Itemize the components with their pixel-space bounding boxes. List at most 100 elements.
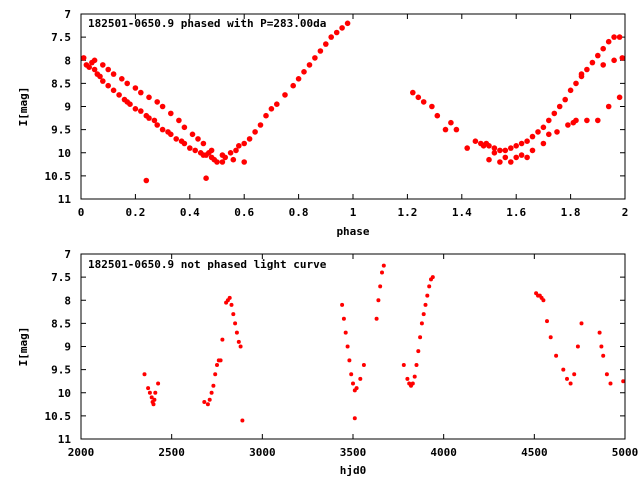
data-point	[214, 159, 220, 165]
data-point	[605, 103, 612, 110]
data-point	[412, 374, 417, 379]
x-tick-label: 0	[78, 206, 85, 219]
data-point	[146, 115, 152, 121]
data-point	[132, 106, 139, 112]
data-point	[127, 101, 133, 107]
data-point	[151, 117, 158, 124]
data-point	[295, 76, 302, 82]
data-point	[579, 321, 584, 326]
chart-title: 182501-0650.9 phased with P=283.00da	[88, 17, 326, 30]
x-tick-label: 0.4	[180, 206, 200, 219]
data-point	[149, 395, 154, 400]
x-tick-label: 4000	[430, 446, 457, 459]
data-point	[100, 62, 106, 68]
data-point	[153, 390, 158, 395]
y-tick-label: 9	[64, 341, 71, 354]
data-point	[173, 136, 179, 142]
data-point	[146, 94, 152, 101]
data-point	[100, 78, 106, 84]
data-point	[352, 416, 357, 421]
data-point	[545, 319, 549, 324]
data-point	[187, 145, 193, 151]
data-point	[421, 312, 426, 317]
data-point	[233, 147, 239, 154]
data-point	[425, 293, 430, 298]
y-tick-label: 11	[58, 433, 72, 446]
data-point	[597, 330, 602, 335]
data-point	[138, 89, 144, 96]
data-point	[601, 353, 606, 358]
data-point	[211, 383, 216, 388]
data-point	[442, 126, 449, 133]
data-point	[572, 372, 577, 377]
data-point	[105, 66, 111, 73]
data-point	[540, 124, 547, 131]
y-tick-label: 8.5	[51, 77, 71, 90]
x-tick-label: 4500	[521, 446, 548, 459]
data-point	[524, 154, 530, 161]
data-point	[524, 138, 530, 144]
data-point	[464, 145, 471, 151]
data-point	[410, 89, 416, 96]
data-point	[415, 94, 422, 101]
data-point	[608, 381, 613, 386]
x-tick-label: 3500	[340, 446, 367, 459]
data-point	[420, 99, 427, 105]
data-point	[306, 62, 313, 68]
x-tick-label: 5000	[612, 446, 639, 459]
data-point	[529, 147, 536, 154]
data-point	[233, 321, 238, 326]
data-point	[91, 66, 98, 73]
data-point	[508, 159, 514, 165]
data-point	[132, 85, 139, 91]
y-axis-label: I[mag]	[17, 327, 30, 367]
data-point	[605, 38, 612, 45]
y-tick-label: 10	[58, 147, 71, 160]
data-point	[116, 92, 122, 98]
plot-frame	[80, 13, 626, 200]
data-point	[548, 335, 553, 340]
data-point	[554, 353, 559, 358]
data-point	[202, 400, 207, 404]
data-point	[429, 103, 435, 110]
data-point	[427, 284, 432, 289]
data-point	[205, 402, 210, 407]
data-point	[565, 122, 571, 128]
data-point	[200, 140, 207, 147]
data-point	[345, 344, 350, 349]
data-point	[213, 372, 218, 377]
data-point	[218, 358, 223, 363]
data-point	[151, 402, 156, 407]
data-point	[600, 62, 606, 68]
data-point	[491, 150, 498, 156]
data-point	[600, 45, 606, 52]
data-point	[513, 154, 519, 161]
light-curve-plot-panel: 2000 2500 3000 3500 4000 4500 5000 7 7.5 8 8.5 9 9.5…	[17, 248, 638, 477]
data-point	[535, 129, 541, 135]
data-point	[419, 321, 424, 326]
data-point	[619, 55, 625, 61]
y-tick-label: 8.5	[51, 317, 71, 330]
data-point	[328, 34, 335, 40]
data-point	[192, 147, 198, 154]
data-point	[604, 372, 609, 377]
data-point	[546, 117, 552, 124]
chart-title: 182501-0650.9 not phased light curve	[88, 258, 327, 271]
data-point	[341, 316, 346, 321]
data-point	[312, 55, 318, 61]
data-point	[546, 131, 552, 138]
data-point	[578, 71, 585, 77]
y-tick-label: 9.5	[51, 364, 71, 377]
y-tick-label: 8	[64, 294, 71, 307]
data-point	[229, 302, 234, 307]
y-tick-label: 9.5	[51, 124, 71, 137]
x-tick-label: 3000	[249, 446, 276, 459]
data-point	[354, 386, 359, 391]
data-point	[508, 145, 514, 151]
data-point	[159, 103, 166, 110]
data-point	[351, 381, 355, 386]
data-point	[340, 302, 345, 307]
x-tick-label: 1.4	[452, 206, 472, 219]
data-point	[234, 330, 239, 335]
data-point	[236, 339, 241, 344]
